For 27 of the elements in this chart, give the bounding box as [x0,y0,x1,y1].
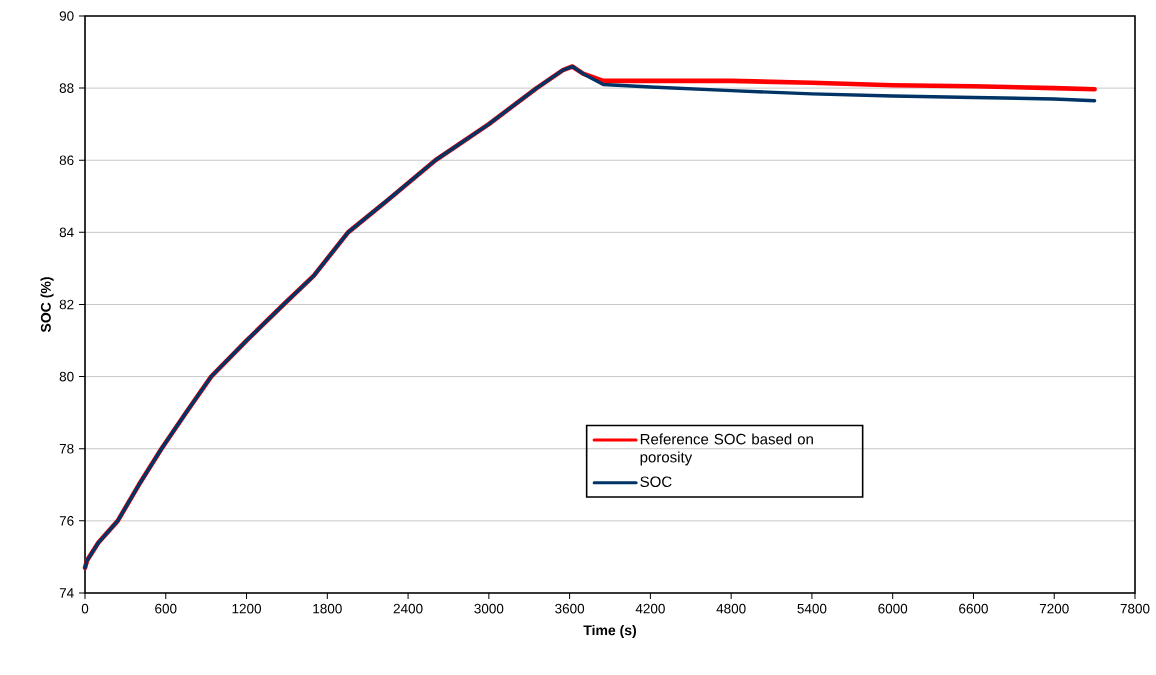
x-tick-label: 600 [155,603,177,614]
y-tick-label: 90 [59,11,74,21]
x-tick-label: 2400 [393,603,423,614]
y-tick-label: 76 [59,516,74,526]
y-tick-label: 80 [59,371,74,382]
x-tick-label: 6000 [878,603,908,614]
y-axis-title: SOC (%) [40,277,54,333]
y-tick-label: 74 [59,588,74,598]
x-tick-label: 3600 [555,603,585,614]
y-tick-label: 78 [59,443,74,454]
x-axis-title: Time (s) [583,624,636,638]
y-tick-label: 88 [59,83,74,93]
x-tick-label: 5400 [797,603,827,614]
x-tick-label: 7200 [1039,603,1069,614]
x-tick-label: 0 [81,603,89,614]
x-tick-label: 4800 [716,603,746,614]
x-tick-label: 7800 [1120,603,1150,614]
x-tick-label: 3000 [474,603,504,614]
x-tick-label: 1200 [232,603,262,614]
legend-label: SOC [640,476,672,488]
y-tick-label: 84 [59,227,74,238]
y-tick-label: 82 [59,299,74,310]
x-tick-label: 4200 [635,603,665,614]
x-tick-label: 1800 [313,603,342,614]
legend-label: Reference SOC based on porosity [640,433,813,466]
x-tick-label: 6600 [959,603,988,614]
y-tick-label: 86 [59,155,74,166]
